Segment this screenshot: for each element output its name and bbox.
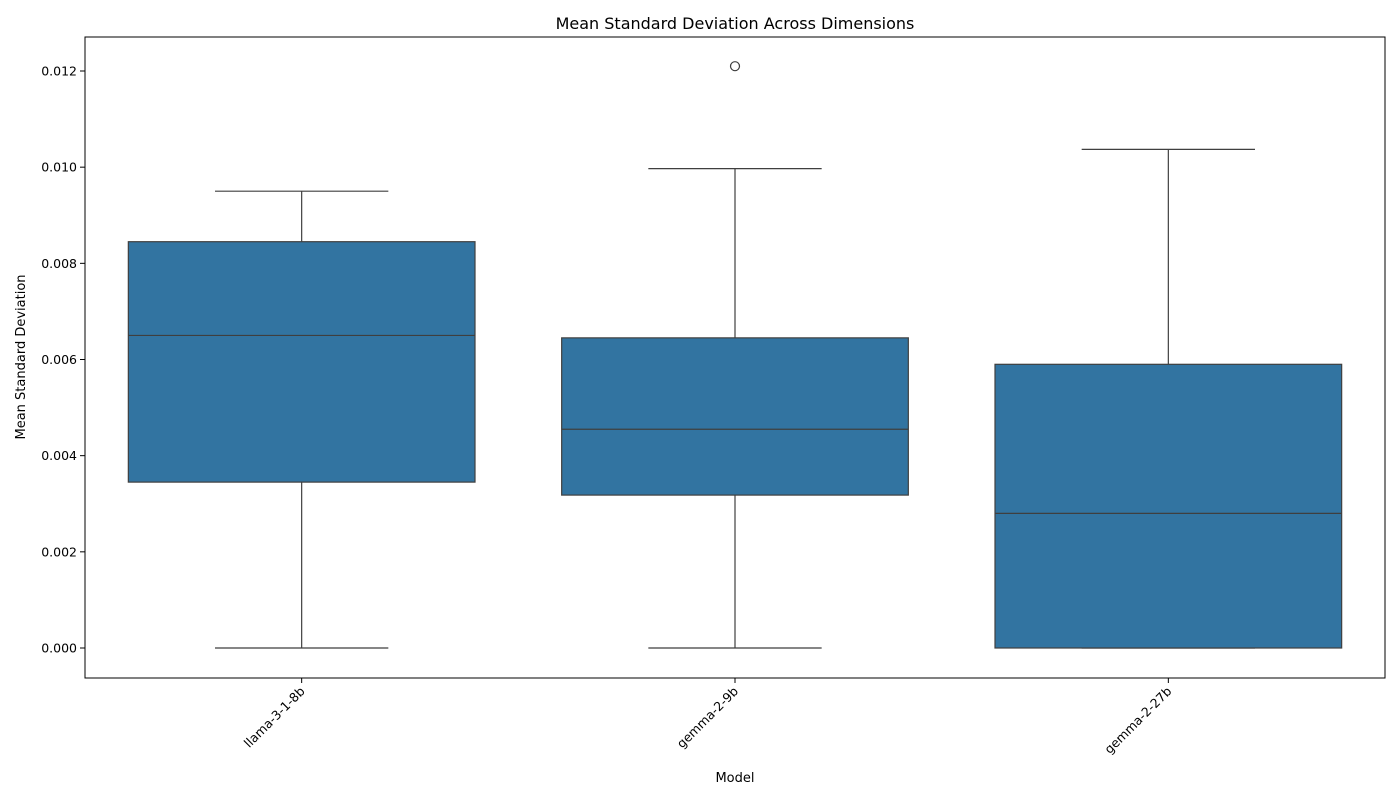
box-1 [561,337,909,496]
outlier-point-1-0 [729,61,741,72]
x-tick-label-0: llama-3-1-8b [241,683,308,750]
x-axis: llama-3-1-8b gemma-2-9b gemma-2-27b [241,678,1175,757]
box-0 [127,241,476,483]
x-tick-label-1: gemma-2-9b [674,683,742,751]
chart-title: Mean Standard Deviation Across Dimension… [556,14,915,33]
y-tick-label-1: 0.002 [41,544,77,559]
y-tick-label-2: 0.004 [41,448,77,463]
plot-elements [127,61,1343,649]
y-tick-label-5: 0.010 [41,160,77,175]
y-tick-label-6: 0.012 [41,64,77,79]
y-tick-label-4: 0.008 [41,256,77,271]
y-axis-label: Mean Standard Deviation [14,274,29,439]
y-tick-label-0: 0.000 [41,641,77,656]
x-axis-label: Model [715,771,754,786]
x-tick-label-2: gemma-2-27b [1101,683,1174,756]
y-axis: 0.000 0.002 0.004 0.006 0.008 0.010 0.012 [41,64,85,656]
y-tick-label-3: 0.006 [41,352,77,367]
box-2 [994,363,1343,649]
